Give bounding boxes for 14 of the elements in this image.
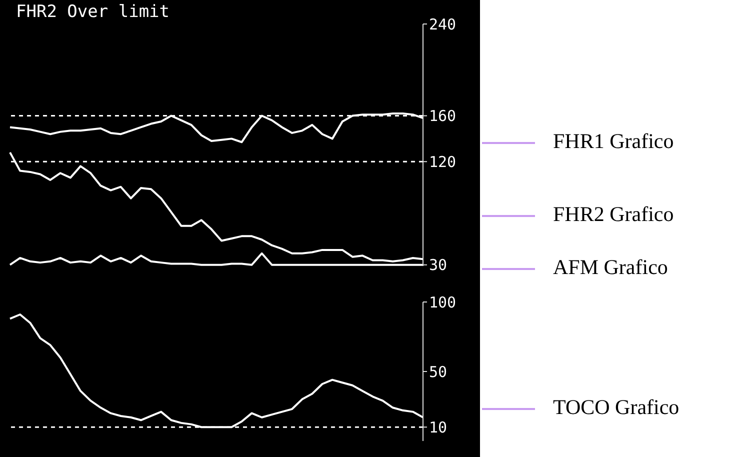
chart-title: FHR2 Over limit	[16, 2, 170, 22]
line-series	[9, 151, 424, 262]
y-tick-label: 50	[429, 362, 448, 381]
y-tick-label: 10	[429, 418, 448, 436]
y-tick-label: 100	[429, 293, 456, 312]
y-tick-label: 160	[429, 107, 456, 126]
y-tick-label: 240	[429, 15, 456, 34]
line-series	[9, 314, 424, 428]
text: AFM Grafico	[553, 255, 668, 280]
text: TOCO Grafico	[553, 395, 680, 420]
text: FHR1 Grafico	[553, 129, 674, 154]
y-tick-label: 30	[429, 256, 448, 274]
text: FHR2 Grafico	[553, 202, 674, 227]
y-tick-label: 120	[429, 152, 456, 171]
